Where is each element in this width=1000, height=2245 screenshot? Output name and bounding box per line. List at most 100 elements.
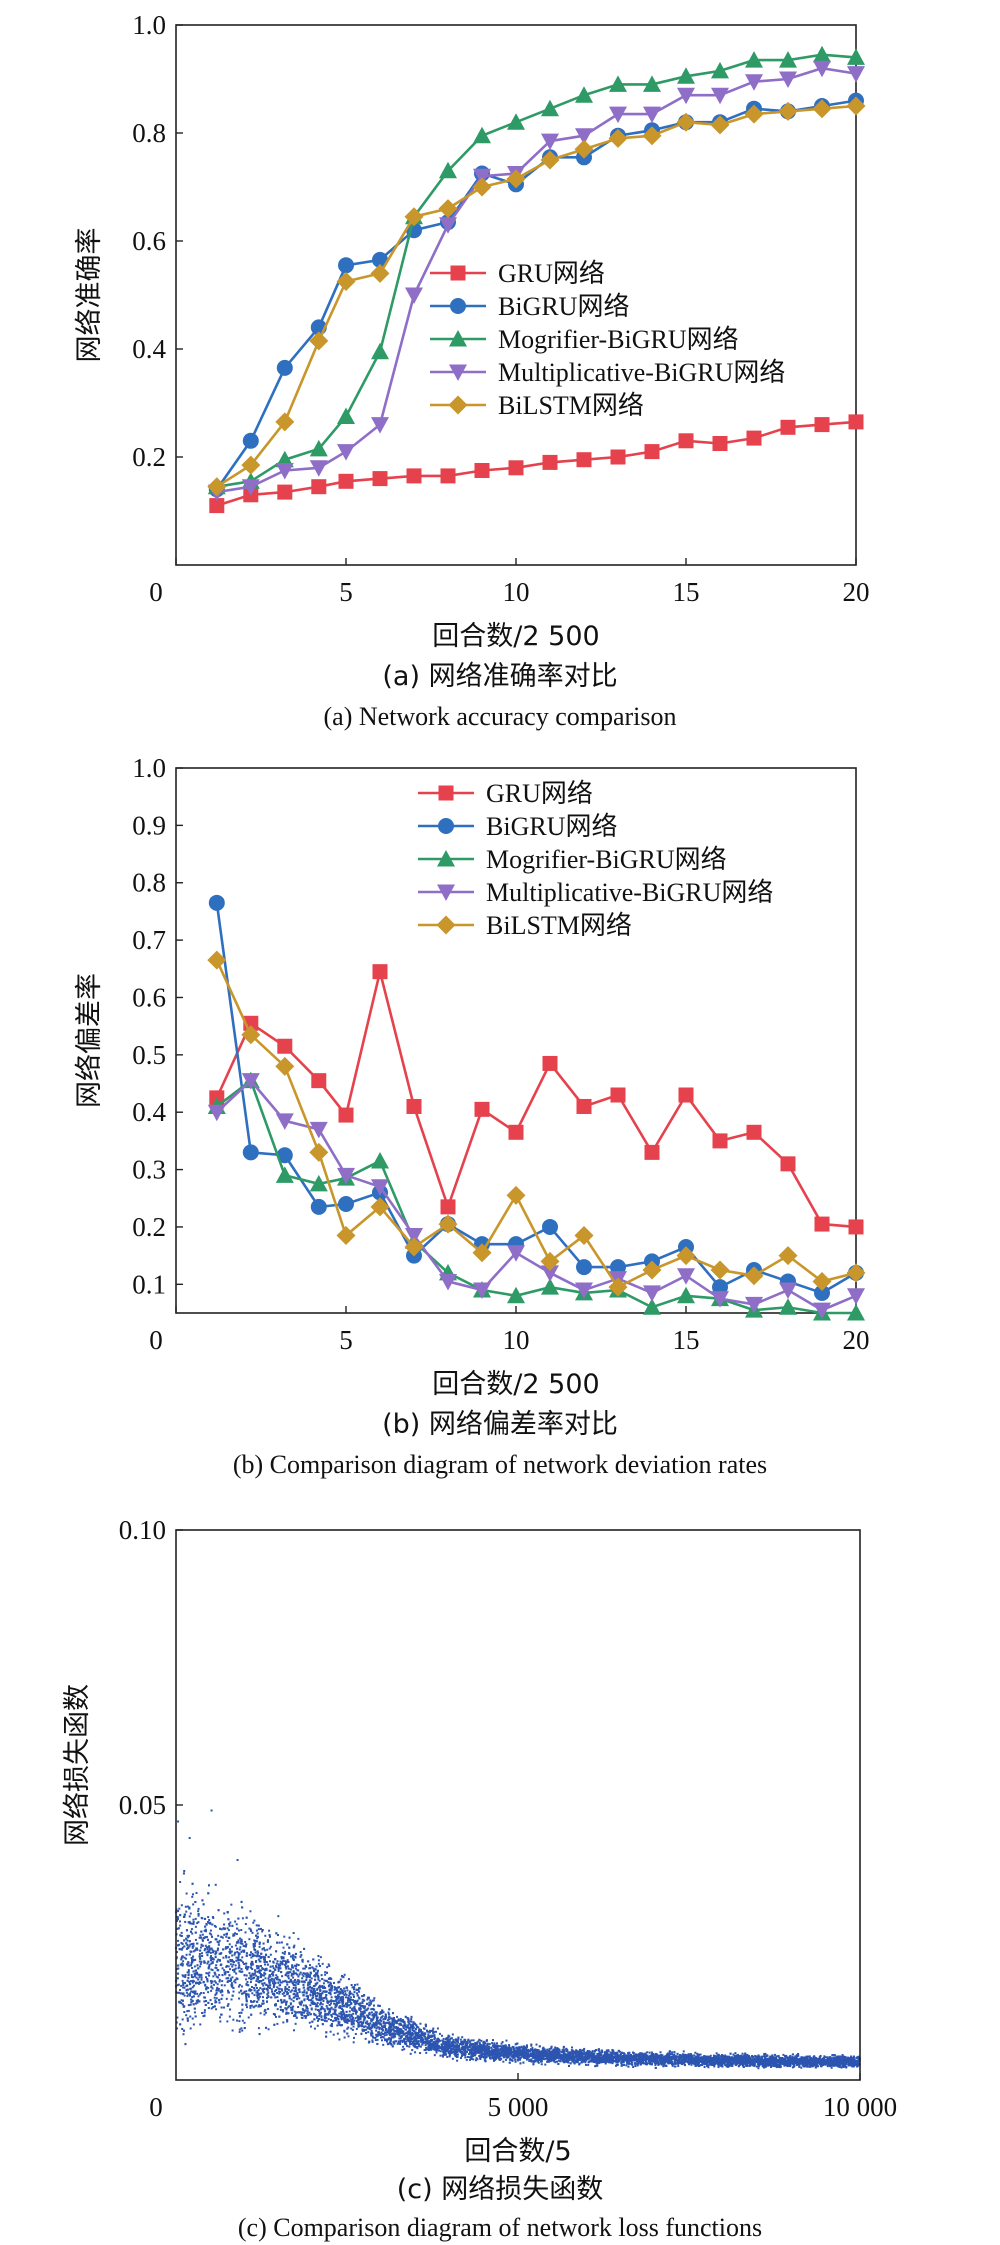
data-point bbox=[813, 60, 831, 78]
scatter-point bbox=[297, 1975, 300, 1978]
y-tick-label: 0.8 bbox=[132, 118, 166, 148]
x-axis-label: 回合数/2 500 bbox=[432, 621, 599, 652]
scatter-point bbox=[307, 1975, 310, 1978]
scatter-point bbox=[245, 1996, 248, 1999]
scatter-point bbox=[601, 2055, 604, 2058]
scatter-point bbox=[601, 2051, 604, 2054]
scatter-point bbox=[715, 2052, 718, 2055]
scatter-point bbox=[291, 2006, 294, 2009]
scatter-point bbox=[196, 1992, 199, 1995]
scatter-point bbox=[378, 2028, 381, 2031]
scatter-point bbox=[285, 2003, 288, 2006]
scatter-point bbox=[317, 1978, 320, 1981]
scatter-point bbox=[476, 2049, 479, 2052]
scatter-point bbox=[348, 2013, 351, 2016]
scatter-point bbox=[616, 2059, 619, 2062]
scatter-point bbox=[369, 2022, 372, 2025]
data-point bbox=[575, 1282, 593, 1300]
data-point bbox=[610, 1087, 626, 1103]
scatter-point bbox=[225, 1956, 228, 1959]
scatter-point bbox=[472, 2058, 475, 2061]
scatter-point bbox=[200, 1973, 203, 1976]
series-line bbox=[216, 1078, 856, 1315]
data-point bbox=[711, 87, 729, 105]
scatter-point bbox=[280, 2000, 283, 2003]
scatter-point bbox=[848, 2062, 851, 2065]
data-point bbox=[540, 150, 560, 170]
scatter-point bbox=[755, 2065, 758, 2068]
scatter-point bbox=[378, 2021, 381, 2024]
scatter-point bbox=[253, 1945, 256, 1948]
data-point bbox=[644, 1144, 660, 1160]
scatter-point bbox=[311, 1991, 314, 1994]
scatter-point bbox=[842, 2055, 845, 2058]
scatter-point bbox=[253, 1919, 256, 1922]
scatter-point bbox=[281, 1951, 284, 1954]
scatter-point bbox=[347, 2026, 350, 2029]
scatter-point bbox=[336, 2017, 339, 2020]
scatter-point bbox=[180, 1931, 183, 1934]
scatter-point bbox=[230, 1903, 233, 1906]
data-point bbox=[609, 75, 627, 92]
scatter-point bbox=[305, 2004, 308, 2007]
scatter-point bbox=[777, 2054, 780, 2057]
scatter-point bbox=[263, 1974, 266, 1977]
scatter-point bbox=[218, 1978, 221, 1981]
data-point bbox=[574, 1226, 594, 1246]
scatter-point bbox=[186, 1971, 189, 1974]
scatter-point bbox=[324, 1971, 327, 1974]
data-point bbox=[438, 199, 458, 219]
scatter-point bbox=[255, 1974, 258, 1977]
scatter-point bbox=[221, 1967, 224, 1970]
scatter-point bbox=[826, 2057, 829, 2060]
legend-marker bbox=[450, 298, 466, 314]
scatter-point bbox=[425, 2051, 428, 2054]
scatter-point bbox=[379, 2018, 382, 2021]
x-tick-label: 0 bbox=[149, 1325, 163, 1355]
data-point bbox=[472, 1243, 492, 1263]
legend-marker bbox=[448, 395, 468, 415]
data-point bbox=[778, 101, 798, 121]
scatter-point bbox=[186, 1995, 189, 1998]
scatter-point bbox=[293, 1944, 296, 1947]
scatter-point bbox=[361, 1998, 364, 2001]
data-point bbox=[241, 1073, 260, 1090]
data-point bbox=[207, 1104, 226, 1122]
scatter-point bbox=[264, 1934, 267, 1937]
scatter-point bbox=[214, 1981, 217, 1984]
scatter-point bbox=[198, 1936, 201, 1939]
scatter-point bbox=[237, 1985, 240, 1988]
scatter-point bbox=[470, 2051, 473, 2054]
scatter-point bbox=[502, 2060, 505, 2063]
data-point bbox=[439, 1273, 457, 1291]
scatter-point bbox=[197, 1921, 200, 1924]
scatter-point bbox=[287, 1977, 290, 1980]
data-point bbox=[610, 449, 626, 465]
scatter-point bbox=[537, 2057, 540, 2060]
scatter-point bbox=[286, 1983, 289, 1986]
scatter-point bbox=[540, 2063, 543, 2066]
scatter-point bbox=[235, 1933, 238, 1936]
scatter-point bbox=[578, 2048, 581, 2051]
scatter-point bbox=[177, 1909, 180, 1912]
scatter-point bbox=[775, 2062, 778, 2065]
data-point bbox=[275, 463, 294, 480]
scatter-point bbox=[312, 1996, 315, 1999]
scatter-point bbox=[294, 1986, 297, 1989]
scatter-point bbox=[220, 2006, 223, 2009]
scatter-point bbox=[707, 2066, 710, 2069]
legend-marker bbox=[437, 850, 455, 867]
data-point bbox=[370, 263, 390, 283]
scatter-point bbox=[178, 1991, 181, 1994]
scatter-point bbox=[805, 2056, 808, 2059]
scatter-point bbox=[201, 1933, 204, 1936]
data-point bbox=[710, 1260, 730, 1280]
scatter-point bbox=[249, 2006, 252, 2009]
scatter-point bbox=[553, 2060, 556, 2063]
scatter-point bbox=[245, 1978, 248, 1981]
data-point bbox=[746, 430, 762, 446]
y-tick-label: 0.4 bbox=[132, 334, 166, 364]
scatter-point bbox=[206, 1978, 209, 1981]
data-point bbox=[337, 407, 355, 424]
data-point bbox=[338, 257, 354, 274]
